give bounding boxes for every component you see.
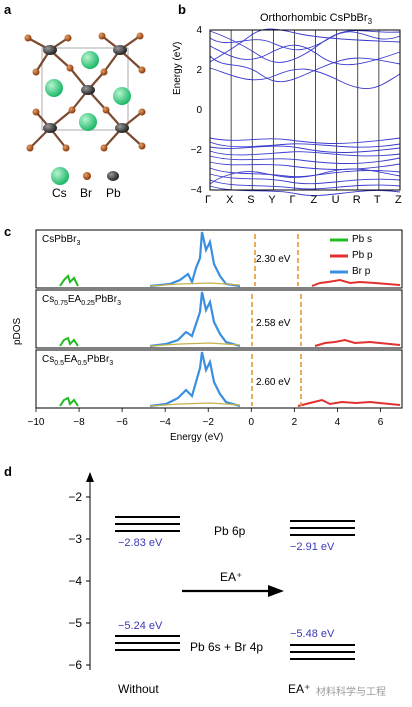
band-structure-chart (209, 28, 401, 196)
band-plot-frame (209, 29, 401, 191)
energy-axis-arrowhead (86, 472, 94, 482)
legend-pb-p-label: Pb p (352, 250, 373, 261)
legend-cs-label: Cs (52, 186, 67, 200)
pdos-subpanel-2 (59, 291, 401, 348)
pdos-xlabel: Energy (eV) (170, 432, 224, 443)
energy-ytick-label: −6 (68, 658, 82, 672)
band-ytick: 4 (196, 25, 202, 36)
kpoint-label: T (373, 194, 381, 206)
levels-ea-cbm (290, 520, 355, 536)
pdos-subpanel-frame (35, 349, 403, 409)
kpoint-label: U (331, 194, 340, 206)
ea-arrow-head (268, 585, 284, 597)
cb-orbital-label: Pb 6p (214, 524, 246, 538)
energy-ytick-label: −2 (68, 490, 82, 504)
band-ytick: −2 (190, 145, 202, 156)
band-curves-conduction (209, 28, 401, 89)
pdos-chart (35, 229, 403, 412)
pdos-subpanel-3-label: Cs0.5EA0.5PbBr3 (42, 354, 114, 367)
panel-label-c: c (4, 224, 12, 239)
kpoint-label: R (352, 194, 361, 206)
pdos-subpanel-3 (59, 351, 401, 408)
kpoint-label: Z (310, 194, 318, 206)
levels-without-vbm (115, 635, 180, 651)
band-ytick: 2 (196, 65, 202, 76)
pdos-xtick-label: −6 (116, 417, 128, 428)
panel-label-d: d (4, 464, 12, 479)
atom-legend (51, 167, 119, 185)
pdos-gap-label: 2.30 eV (256, 254, 291, 265)
watermark: 材料科学与工程 (316, 687, 386, 698)
pdos-xtick-label: 4 (334, 417, 341, 428)
pdos-xtick-label: −8 (73, 417, 85, 428)
legend-br-label: Br (80, 186, 92, 200)
panel-label-b: b (178, 2, 186, 17)
legend-pb-label: Pb (106, 186, 121, 200)
kpoint-label: Γ (205, 194, 212, 206)
energy-ytick-label: −4 (68, 574, 82, 588)
legend-br-p-label: Br p (352, 266, 371, 277)
without-label: Without (118, 682, 159, 696)
ea-label: EA⁺ (288, 682, 311, 696)
band-structure-title: Orthorhombic CsPbBr3 (259, 12, 373, 27)
ea-vbm-value: −5.48 eV (290, 628, 335, 640)
ea-cbm-value: −2.91 eV (290, 541, 335, 553)
without-vbm-value: −5.24 eV (118, 620, 163, 632)
pdos-subpanel-frame (35, 229, 403, 289)
pdos-xtick-label: 0 (248, 417, 255, 428)
pdos-xtick-label: 6 (377, 417, 384, 428)
energy-ytick-label: −5 (68, 616, 82, 630)
without-cbm-value: −2.83 eV (118, 537, 163, 549)
kpoint-label: Γ (289, 194, 296, 206)
legend-pb-s-label: Pb s (352, 234, 373, 245)
kpoint-label: Z (395, 194, 402, 206)
pdos-xtick-label: 2 (291, 417, 298, 428)
pdos-xtick-label: −10 (27, 417, 45, 428)
pdos-gap-label: 2.60 eV (256, 377, 291, 388)
cs-atoms (45, 51, 131, 131)
levels-ea-vbm (290, 644, 355, 660)
br-atoms (24, 32, 146, 152)
band-ytick: 0 (196, 105, 202, 116)
crystal-structure-figure (24, 32, 146, 185)
pdos-subpanel-1 (59, 231, 401, 288)
energy-level-diagram (86, 472, 355, 670)
kpoint-label: X (226, 194, 234, 206)
vb-orbital-label: Pb 6s + Br 4p (190, 640, 264, 654)
panel-label-a: a (4, 2, 12, 17)
pdos-xtick-label: −4 (159, 417, 171, 428)
energy-ytick-label: −3 (68, 532, 82, 546)
pdos-ylabel: pDOS (12, 317, 23, 345)
pb-atoms (43, 45, 129, 133)
pdos-gap-label: 2.58 eV (256, 318, 291, 329)
band-curves-valence (209, 137, 401, 196)
levels-without-cbm (115, 516, 180, 532)
pdos-xtick-label: −2 (202, 417, 214, 428)
kpoint-label: S (247, 194, 255, 206)
pdos-subpanel-2-label: Cs0.75EA0.25PbBr3 (42, 294, 121, 307)
ea-arrow-label: EA⁺ (220, 570, 243, 584)
pdos-subpanel-frame (35, 289, 403, 349)
kpoint-label: Y (268, 194, 276, 206)
band-ytick: −4 (190, 185, 202, 196)
pdos-subpanel-1-label: CsPbBr3 (42, 234, 81, 247)
